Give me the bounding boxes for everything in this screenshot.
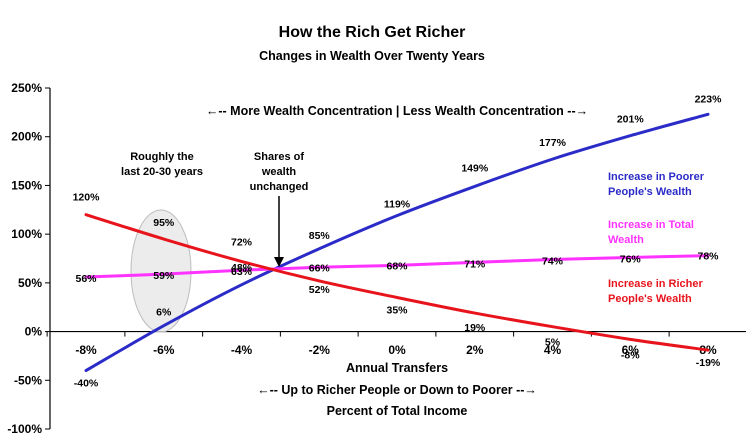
y-tick-label: 200% [11,130,42,144]
data-label-total: 59% [153,270,175,282]
data-label-poorer: 48% [231,262,253,274]
legend-poorer-line-1: Increase in Poorer [608,171,705,183]
y-tick-label: -100% [7,422,42,436]
data-label-total: 63% [231,266,253,278]
x-axis-label: Annual Transfers [346,361,448,375]
legend-richer-line-1: Increase in Richer [608,278,703,290]
data-label-total: 71% [464,258,486,270]
y-tick-label: 100% [11,227,42,241]
annotation-unchanged-arrow-head [274,257,284,267]
x-tick-label: 6% [622,343,640,357]
annotation-unchanged-line-2: wealth [261,166,297,178]
data-label-richer: 95% [153,217,175,229]
data-label-total: 66% [309,262,331,274]
x-tick-label: 2% [466,343,484,357]
series-poorer-wealth-line [84,112,710,373]
x-tick-label: -8% [75,343,97,357]
data-label-richer: 19% [464,322,486,334]
legend-total-line-1: Increase in Total [608,219,694,231]
legend: Increase in Poorer People's Wealth Incre… [608,171,705,305]
y-axis: -100% -50% 0% 50% 100% 150% 200% 250% [7,81,51,436]
series-richer-wealth-line [84,213,710,352]
data-label-richer: -8% [621,349,640,361]
chart-subtitle: Changes in Wealth Over Twenty Years [259,49,485,63]
data-label-richer: 52% [309,284,331,296]
x-tick-label: -2% [309,343,331,357]
annotation-recent-years-line-2: last 20-30 years [121,166,203,178]
data-label-poorer: 6% [156,307,172,319]
legend-total-line-2: Wealth [608,234,644,246]
data-label-poorer: 149% [461,162,489,174]
data-label-poorer: 119% [384,199,411,211]
data-label-richer: 5% [545,337,561,349]
y-tick-label: 250% [11,81,42,95]
series-lines [84,112,710,373]
data-label-richer: 120% [73,192,101,204]
data-label-richer: 72% [231,236,253,248]
data-label-richer: 35% [386,304,408,316]
y-tick-label: -50% [14,373,42,387]
y-tick-label: 0% [25,325,43,339]
annotation-unchanged: Shares of wealth unchanged [250,151,309,267]
data-label-poorer: 201% [617,114,645,126]
annotation-unchanged-line-3: unchanged [250,181,309,193]
x-axis: -8% -6% -4% -2% 0% 2% 4% 6% 8% [46,330,746,357]
x-tick-label: 0% [388,343,406,357]
data-label-richer: -19% [696,357,721,369]
annotation-unchanged-line-1: Shares of [254,151,304,163]
chart-title: How the Rich Get Richer [279,24,466,41]
x-axis-sublabel-percent: Percent of Total Income [327,404,468,418]
data-label-poorer: 223% [695,93,723,105]
data-label-total: 76% [620,254,642,266]
y-tick-label: 150% [11,178,42,192]
data-label-poorer: 177% [539,137,567,149]
top-annotation: ←-- More Wealth Concentration | Less Wea… [206,104,588,118]
annotation-recent-years-line-1: Roughly the [130,151,194,163]
data-label-total: 56% [75,273,97,285]
data-label-total: 68% [386,260,408,272]
x-tick-label: 4% [544,343,562,357]
x-tick-label: -4% [231,343,253,357]
x-axis-sublabel-direction: ←-- Up to Richer People or Down to Poore… [257,383,537,397]
legend-poorer-line-2: People's Wealth [608,186,692,198]
legend-richer-line-2: People's Wealth [608,293,692,305]
data-labels: -40% 6% 48% 85% 119% 149% 177% 201% 223% 56% 59% 63… [73,93,723,389]
data-label-total: 74% [542,255,564,267]
x-tick-label: -6% [153,343,175,357]
data-label-poorer: 85% [309,230,331,242]
recent-years-highlight-ellipse [130,209,192,333]
y-tick-label: 50% [18,276,42,290]
data-label-poorer: -40% [74,378,99,390]
series-total-wealth-line [84,254,710,279]
data-label-total: 78% [697,251,719,263]
annotation-recent-years: Roughly the last 20-30 years [121,151,203,178]
